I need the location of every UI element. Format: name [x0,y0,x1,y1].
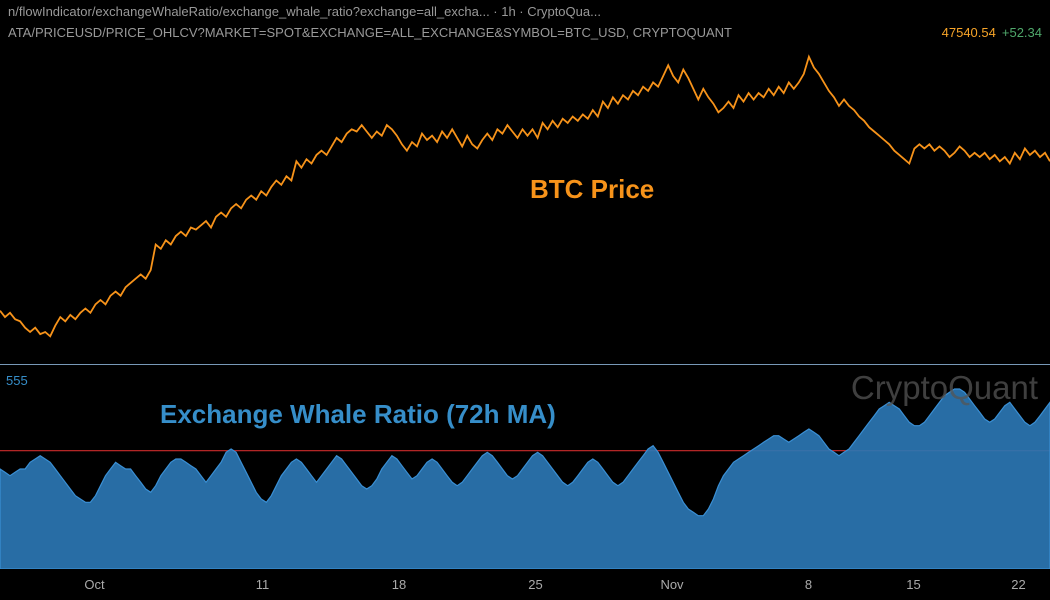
watermark: CryptoQuant [851,369,1038,407]
subheader-text: ATA/PRICEUSD/PRICE_OHLCV?MARKET=SPOT&EXC… [8,25,934,40]
xaxis-tick: 11 [256,577,270,592]
xaxis-tick: Nov [660,577,683,592]
xaxis-tick: 15 [906,577,920,592]
chart-container: BTC Price 555 Exchange Whale Ratio (72h … [0,44,1050,570]
price-change: +52.34 [1002,25,1042,40]
xaxis-tick: 25 [528,577,542,592]
x-axis: Oct 11 18 25 Nov 8 15 22 [0,570,1050,600]
panel-separator [0,364,1050,365]
subheader-row: ATA/PRICEUSD/PRICE_OHLCV?MARKET=SPOT&EXC… [0,23,1050,42]
whale-ratio-value: 555 [6,373,28,388]
price-current: 47540.54 [942,25,996,40]
xaxis-tick: 22 [1011,577,1025,592]
price-line [0,57,1050,337]
xaxis-tick: 8 [805,577,812,592]
upper-price-panel[interactable]: BTC Price [0,44,1050,364]
whale-ratio-label: Exchange Whale Ratio (72h MA) [160,399,556,430]
btc-price-label: BTC Price [530,174,654,205]
xaxis-tick: Oct [84,577,104,592]
xaxis-tick: 18 [392,577,406,592]
lower-whale-panel[interactable]: 555 Exchange Whale Ratio (72h MA) Crypto… [0,369,1050,569]
price-chart-svg [0,44,1050,364]
header-url: n/flowIndicator/exchangeWhaleRatio/excha… [0,0,1050,23]
